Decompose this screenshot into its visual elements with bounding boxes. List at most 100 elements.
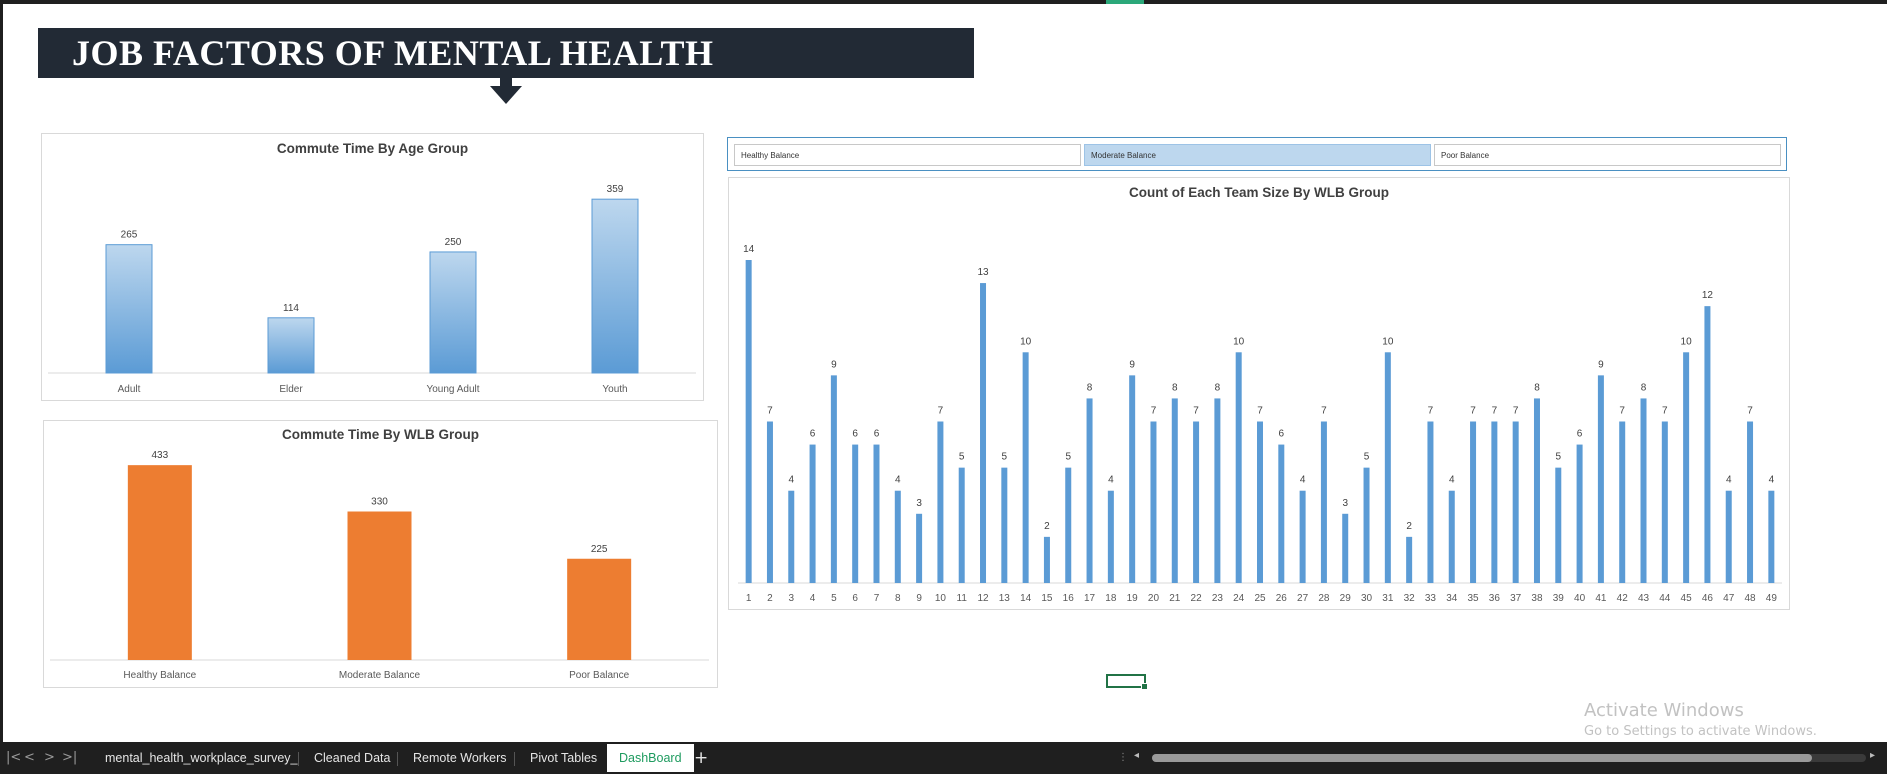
team-size-chart-plot: 1417243649566674839710511131251310142155… (729, 178, 1791, 611)
data-label: 5 (1002, 452, 1008, 463)
scroll-left-icon[interactable]: ◂ (1134, 750, 1139, 761)
category-tick-label: 45 (1681, 593, 1693, 604)
data-label: 5 (1364, 452, 1370, 463)
bar (1726, 491, 1732, 583)
data-label: 9 (1598, 359, 1604, 370)
tab-dashboard[interactable]: DashBoard (607, 744, 694, 772)
data-label: 5 (1065, 452, 1071, 463)
category-tick-label: 17 (1084, 593, 1096, 604)
category-tick-label: 34 (1446, 593, 1458, 604)
data-label: 6 (1279, 429, 1285, 440)
category-tick-label: 44 (1659, 593, 1671, 604)
bar (1129, 375, 1135, 583)
bar (1321, 422, 1327, 584)
category-tick-label: 15 (1041, 593, 1053, 604)
row-header-strip (0, 4, 3, 742)
selected-cell[interactable] (1106, 674, 1146, 688)
category-tick-label: 23 (1212, 593, 1224, 604)
category-tick-label: Moderate Balance (339, 670, 421, 681)
slicer-item-healthy-balance[interactable]: Healthy Balance (734, 144, 1081, 166)
tab-pivot-tables[interactable]: Pivot Tables (530, 746, 597, 770)
data-label: 7 (1321, 406, 1327, 417)
team-size-chart[interactable]: Count of Each Team Size By WLB Group 14 1… (728, 177, 1790, 610)
bar (1534, 398, 1540, 583)
category-tick-label: 40 (1574, 593, 1586, 604)
category-tick-label: 27 (1297, 593, 1309, 604)
data-label: 10 (1020, 336, 1032, 347)
bar (810, 445, 816, 583)
selected-column-indicator (1106, 0, 1144, 4)
bar (1172, 398, 1178, 583)
prev-sheet-icon[interactable]: < (24, 750, 35, 765)
category-tick-label: 6 (852, 593, 858, 604)
bar (1065, 468, 1071, 583)
tab-separator (397, 752, 398, 766)
wlb-group-chart[interactable]: Commute Time By WLB Group 433 Healthy Bal… (43, 420, 718, 688)
slicer-item-poor-balance[interactable]: Poor Balance (1434, 144, 1781, 166)
split-handle-icon[interactable]: ⋮ (1118, 752, 1128, 763)
last-sheet-icon[interactable]: >| (62, 750, 77, 765)
down-arrow-icon (490, 74, 522, 106)
age-group-chart[interactable]: Commute Time By Age Group 265 Adult 114 Eld… (41, 133, 704, 401)
data-label: 114 (283, 303, 299, 314)
category-tick-label: 22 (1191, 593, 1203, 604)
data-label: 265 (121, 230, 138, 241)
tab-survey-data[interactable]: mental_health_workplace_survey_ (105, 746, 297, 770)
data-label: 8 (1534, 382, 1540, 393)
data-label: 8 (1172, 382, 1178, 393)
tab-cleaned-data[interactable]: Cleaned Data (314, 746, 390, 770)
data-label: 7 (1747, 406, 1753, 417)
category-tick-label: 7 (874, 593, 880, 604)
category-tick-label: 41 (1595, 593, 1607, 604)
data-label: 7 (1151, 406, 1157, 417)
category-tick-label: 26 (1276, 593, 1288, 604)
bar (1555, 468, 1561, 583)
bar (1342, 514, 1348, 583)
category-tick-label: 37 (1510, 593, 1522, 604)
bar (980, 283, 986, 583)
bar (1449, 491, 1455, 583)
category-tick-label: 38 (1531, 593, 1543, 604)
first-sheet-icon[interactable]: |< (6, 750, 21, 765)
bar (1491, 422, 1497, 584)
category-tick-label: Healthy Balance (123, 670, 196, 681)
bar (1364, 468, 1370, 583)
data-label: 6 (874, 429, 880, 440)
sheet-tab-bar: |< < > >| mental_health_workplace_survey… (0, 742, 1887, 774)
next-sheet-icon[interactable]: > (44, 750, 55, 765)
category-tick-label: 42 (1617, 593, 1629, 604)
data-label: 10 (1233, 336, 1245, 347)
bar (831, 375, 837, 583)
horizontal-scrollbar[interactable] (1152, 754, 1866, 762)
data-label: 7 (1257, 406, 1263, 417)
category-tick-label: 30 (1361, 593, 1373, 604)
bar (1470, 422, 1476, 584)
activation-watermark: Activate Windows Go to Settings to activ… (1584, 700, 1817, 739)
category-tick-label: 13 (999, 593, 1011, 604)
category-tick-label: 9 (916, 593, 922, 604)
data-label: 7 (1193, 406, 1199, 417)
data-label: 7 (1492, 406, 1498, 417)
bar (788, 491, 794, 583)
data-label: 13 (977, 267, 989, 278)
bar (916, 514, 922, 583)
scrollbar-thumb[interactable] (1152, 754, 1812, 762)
bar (1683, 352, 1689, 583)
category-tick-label: 35 (1467, 593, 1479, 604)
bar (852, 445, 858, 583)
category-tick-label: 1 (746, 593, 752, 604)
category-tick-label: 18 (1105, 593, 1117, 604)
bar (1108, 491, 1114, 583)
slicer-item-moderate-balance[interactable]: Moderate Balance (1084, 144, 1431, 166)
bar (348, 512, 412, 661)
scroll-right-icon[interactable]: ▸ (1870, 750, 1875, 761)
bar (873, 445, 879, 583)
add-sheet-icon[interactable]: + (694, 748, 708, 768)
tab-remote-workers[interactable]: Remote Workers (413, 746, 507, 770)
category-tick-label: 28 (1318, 593, 1330, 604)
category-tick-label: 31 (1382, 593, 1394, 604)
bar (1747, 422, 1753, 584)
data-label: 7 (1662, 406, 1668, 417)
bar (1704, 306, 1710, 583)
